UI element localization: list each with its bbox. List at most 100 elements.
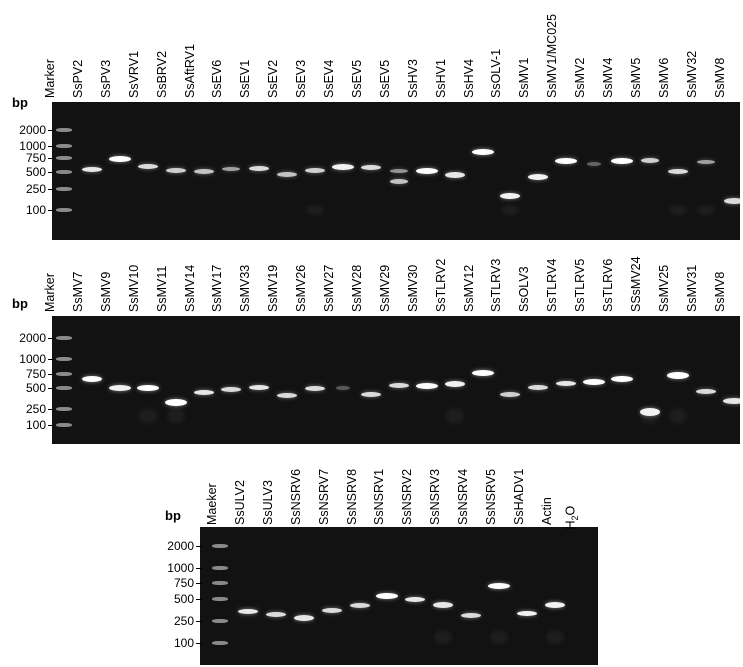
lane-label: SsMV9 bbox=[98, 271, 113, 312]
dna-band bbox=[500, 193, 521, 199]
bp-tick-label: 100 bbox=[173, 636, 194, 650]
dna-band bbox=[332, 164, 354, 170]
dna-band bbox=[544, 602, 565, 608]
gel-smear bbox=[668, 205, 687, 215]
dna-band bbox=[277, 392, 298, 398]
lane-label: SsMV19 bbox=[266, 264, 281, 312]
bp-tick-label: 100 bbox=[25, 418, 46, 432]
dna-band bbox=[277, 171, 298, 177]
gel-smear bbox=[434, 630, 453, 644]
bp-tick-mark bbox=[48, 158, 54, 159]
dna-band bbox=[587, 162, 602, 166]
lane-label: SsMV7 bbox=[70, 271, 85, 312]
lane-label: SsMV17 bbox=[210, 264, 225, 312]
lane-label: SsPV3 bbox=[98, 59, 113, 98]
lane-label: Marker bbox=[43, 273, 57, 312]
ladder-band bbox=[212, 581, 228, 585]
lane-label: SsMV28 bbox=[349, 264, 364, 312]
ladder-band bbox=[56, 144, 72, 148]
lane-label: SsEV5 bbox=[377, 59, 392, 98]
lane-label: SsVRV1 bbox=[126, 50, 141, 98]
lane-label: SsOLV3 bbox=[517, 266, 532, 312]
lane-label: SsTLRV2 bbox=[433, 258, 448, 312]
h2o-tail: O bbox=[563, 505, 578, 516]
bp-tick-label: 2000 bbox=[19, 123, 46, 137]
gel-image-1 bbox=[52, 102, 740, 240]
dna-band bbox=[221, 386, 242, 392]
bp-tick-label: 250 bbox=[25, 182, 46, 196]
dna-band bbox=[137, 163, 158, 169]
dna-band bbox=[81, 376, 102, 382]
dna-band bbox=[444, 172, 465, 178]
lane-label: SsNSRV3 bbox=[428, 468, 443, 525]
lane-label: SsHADV1 bbox=[511, 468, 526, 525]
dna-band bbox=[349, 602, 370, 608]
gel-smear bbox=[501, 205, 520, 215]
dna-band bbox=[444, 381, 465, 387]
lane-label: SsHV3 bbox=[405, 59, 420, 98]
gel-smear bbox=[696, 205, 715, 215]
lane-label: SsMV31 bbox=[684, 264, 699, 312]
gel-panel-2: bp bbox=[12, 296, 740, 444]
dna-band bbox=[415, 168, 438, 174]
ladder-band bbox=[56, 372, 72, 376]
bp-tick-mark bbox=[196, 643, 202, 644]
lane-label: SsMV8 bbox=[712, 271, 727, 312]
gel-panel-1: bp bbox=[0, 0, 743, 240]
lane-label: SsEV1 bbox=[238, 59, 253, 98]
lane-label-h2o: H2O bbox=[563, 506, 582, 530]
bp-tick-label: 500 bbox=[173, 592, 194, 606]
dna-band bbox=[237, 608, 258, 614]
dna-band bbox=[583, 379, 606, 385]
dna-band bbox=[376, 593, 399, 599]
lane-label: SsEV6 bbox=[210, 59, 225, 98]
dna-band bbox=[336, 386, 350, 390]
ladder-band bbox=[212, 597, 228, 601]
dna-band bbox=[389, 169, 408, 173]
h2o-subscript: 2 bbox=[569, 515, 580, 521]
gel-smear bbox=[640, 408, 659, 424]
dna-band bbox=[249, 384, 270, 390]
dna-band bbox=[696, 160, 715, 164]
dna-band bbox=[249, 165, 270, 171]
lane-label: SsTLRV4 bbox=[545, 258, 560, 312]
gel-smear bbox=[445, 408, 464, 424]
lane-label: SsMV32 bbox=[684, 50, 699, 98]
lane-label: SsMV1 bbox=[517, 57, 532, 98]
lane-label: SsEV2 bbox=[266, 59, 281, 98]
dna-band bbox=[136, 385, 159, 391]
bp-tick-mark bbox=[48, 374, 54, 375]
dna-band bbox=[389, 178, 408, 184]
lane-label: SsNSRV4 bbox=[456, 468, 471, 525]
lane-label: Actin bbox=[539, 497, 554, 525]
dna-band bbox=[293, 615, 314, 621]
dna-band bbox=[556, 380, 577, 386]
ladder-band bbox=[212, 544, 228, 548]
lane-label: SsMV6 bbox=[656, 57, 671, 98]
bp-tick-mark bbox=[48, 172, 54, 173]
bp-tick-mark bbox=[48, 338, 54, 339]
gel-smear bbox=[668, 408, 687, 424]
lane-label: SsMV33 bbox=[238, 264, 253, 312]
ladder-band bbox=[212, 641, 228, 645]
lane-label: Marker bbox=[43, 59, 57, 98]
bp-tick-label: 1000 bbox=[19, 352, 46, 366]
dna-band bbox=[500, 391, 521, 397]
lane-label: SsTLRV5 bbox=[573, 258, 588, 312]
lane-label: SsMV4 bbox=[601, 57, 615, 98]
bp-tick-label: 1000 bbox=[19, 139, 46, 153]
ladder-band bbox=[56, 336, 72, 340]
dna-band bbox=[611, 158, 633, 164]
dna-band bbox=[528, 384, 549, 390]
bp-tick-label: 1000 bbox=[167, 561, 194, 575]
dna-band bbox=[388, 382, 409, 388]
bp-tick-label: 500 bbox=[25, 165, 46, 179]
dna-band bbox=[722, 398, 740, 404]
dna-band bbox=[471, 370, 494, 376]
ladder-band bbox=[56, 423, 72, 427]
bp-tick-mark bbox=[48, 388, 54, 389]
lane-label: SsAftRV1 bbox=[182, 44, 197, 98]
dna-band bbox=[639, 408, 660, 416]
bp-tick-mark bbox=[48, 359, 54, 360]
